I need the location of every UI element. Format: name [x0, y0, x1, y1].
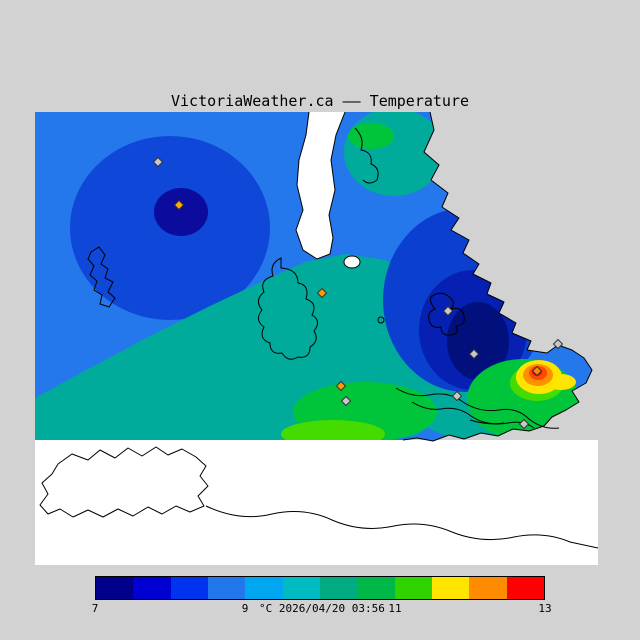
- scale-segment: [133, 577, 171, 599]
- station-marker: [552, 338, 564, 350]
- station-marker: [518, 418, 530, 430]
- coastline-peninsula-channel: [354, 127, 379, 184]
- scale-segment: [319, 577, 358, 599]
- station-marker: [340, 395, 352, 407]
- scale-tick-7: 7: [91, 602, 99, 615]
- coastline-south-channel-2: [411, 401, 505, 425]
- coastline-harbour: [428, 292, 465, 336]
- page-title: VictoriaWeather.ca —— Temperature: [170, 92, 469, 110]
- station-markers: [152, 156, 564, 430]
- islet-outline: [377, 316, 385, 324]
- station-marker: [468, 348, 480, 360]
- scale-segment: [431, 577, 470, 599]
- color-scale-bar: [95, 576, 545, 600]
- station-marker: [442, 305, 454, 317]
- scale-tick-9: 9: [241, 602, 249, 615]
- coastline-south-channel-1: [395, 387, 560, 429]
- coastline-south-shore: [205, 505, 599, 549]
- scale-segment: [506, 577, 544, 599]
- scale-segment: [245, 577, 283, 599]
- scale-segment: [394, 577, 432, 599]
- inlet-coastline: [295, 111, 346, 260]
- coastline-south-landmass: [39, 446, 209, 518]
- scale-segment: [357, 577, 395, 599]
- coastline-east: [402, 111, 593, 442]
- scale-segment: [282, 577, 320, 599]
- scale-segment: [469, 577, 507, 599]
- scale-tick-13: 13: [538, 602, 552, 615]
- station-marker: [451, 390, 463, 402]
- teal-peninsula: [344, 112, 444, 196]
- coastline-west-islets: [87, 246, 116, 308]
- station-marker: [173, 199, 185, 211]
- scale-segment: [170, 577, 208, 599]
- cold-core-east: [447, 302, 509, 380]
- cold-core-west: [154, 188, 208, 236]
- station-marker: [316, 287, 328, 299]
- station-marker: [531, 365, 543, 377]
- green-peninsula: [348, 123, 394, 149]
- scale-segment: [207, 577, 246, 599]
- ocean-area: [35, 440, 598, 565]
- scale-tick-11: 11: [388, 602, 402, 615]
- lake-outline: [343, 255, 361, 269]
- scale-segment: [96, 577, 134, 599]
- station-marker: [152, 156, 164, 168]
- bright-green-south: [281, 420, 385, 441]
- scale-caption: °C 2026/04/20 03:56: [259, 602, 385, 615]
- coastline-central-inlets: [258, 257, 318, 360]
- station-marker: [335, 380, 347, 392]
